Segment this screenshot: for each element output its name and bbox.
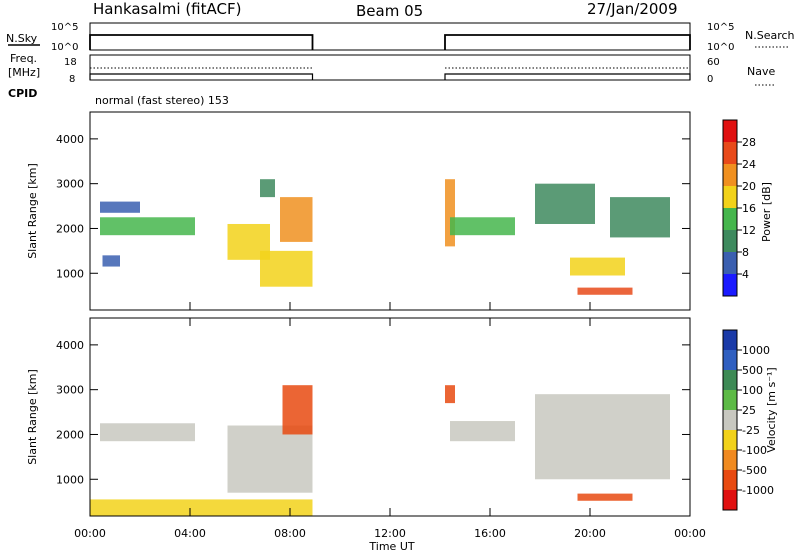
velocity-cbar-tick-0: 1000 (742, 344, 770, 357)
noise-panel: N.Sky 10^5 10^0 10^5 10^0 N.Search (6, 22, 795, 53)
power-cbar-swatch-2 (723, 230, 737, 252)
velocity-cbar-swatch-1 (723, 350, 737, 370)
power-echo-region-8 (450, 217, 515, 236)
power-ytick-3: 4000 (56, 133, 84, 146)
power-cbar-swatch-5 (723, 164, 737, 186)
velocity-cbar-swatch-0 (723, 330, 737, 350)
cpid-label: CPID (8, 87, 37, 100)
noise-right-tick-top: 10^5 (707, 22, 734, 33)
velocity-echo-region-7 (90, 499, 313, 516)
power-echo-region-11 (577, 287, 633, 295)
noise-segment-1 (444, 34, 691, 50)
velocity-echo-region-0 (100, 423, 195, 442)
nave-tick-top: 60 (707, 57, 720, 68)
velocity-cbar-label: Velocity [m s⁻¹] (765, 367, 778, 452)
velocity-cbar-tick-1: 500 (742, 364, 763, 377)
power-echo-region-2 (102, 255, 120, 267)
power-echo-region-7 (445, 179, 455, 247)
velocity-echo-region-3 (445, 385, 455, 404)
power-echo-region-9 (535, 183, 595, 224)
power-echo-region-12 (610, 197, 670, 238)
velocity-echo-region-4 (450, 421, 515, 442)
nave-tick-bottom: 0 (707, 74, 713, 85)
power-cbar-tick-5: 24 (742, 158, 756, 171)
power-ytick-1: 2000 (56, 222, 84, 235)
velocity-cbar-swatch-5 (723, 430, 737, 450)
power-echo-region-0 (100, 217, 195, 236)
cpid-value: normal (fast stereo) 153 (95, 94, 229, 107)
power-ylabel: Slant Range [km] (26, 163, 39, 259)
velocity-cbar-tick-2: 100 (742, 384, 763, 397)
xtick-5: 20:00 (574, 527, 606, 540)
power-cbar-tick-0: 4 (742, 268, 749, 281)
nave-label: Nave (747, 65, 775, 78)
velocity-cbar-tick-7: -1000 (742, 484, 774, 497)
velocity-echo-region-2 (282, 385, 313, 435)
power-panel: 1000 2000 3000 4000 Slant Range [km] 4 8 12 16… (26, 111, 773, 311)
noise-left-label: N.Sky (6, 32, 38, 45)
power-cbar-tick-4: 20 (742, 180, 756, 193)
nave-segment-1 (444, 73, 691, 80)
xaxis-label: Time UT (368, 540, 414, 553)
velocity-ytick-2: 3000 (56, 384, 84, 397)
xtick-0: 00:00 (74, 527, 106, 540)
date-title: 27/Jan/2009 (587, 0, 678, 18)
power-echo-region-4 (260, 250, 313, 287)
power-cbar-tick-1: 8 (742, 246, 749, 259)
power-cbar-swatch-0 (723, 274, 737, 296)
power-cbar-tick-3: 16 (742, 202, 756, 215)
xtick-6: 00:00 (674, 527, 706, 540)
velocity-cbar-tick-3: 25 (742, 404, 756, 417)
velocity-cbar-tick-4: -25 (742, 424, 760, 437)
freq-label-1: Freq. (10, 52, 37, 65)
frequency-panel: Freq. [MHz] 18 8 60 0 Nave (8, 52, 775, 86)
power-ytick-0: 1000 (56, 267, 84, 280)
power-cbar-swatch-3 (723, 208, 737, 230)
xtick-4: 16:00 (474, 527, 506, 540)
beam-title: Beam 05 (356, 2, 423, 20)
noise-left-tick-bottom: 10^0 (51, 42, 78, 53)
velocity-cbar-swatch-4 (723, 410, 737, 430)
xtick-3: 12:00 (374, 527, 406, 540)
velocity-ytick-1: 2000 (56, 428, 84, 441)
power-cbar-tick-6: 28 (742, 136, 756, 149)
velocity-echo-region-6 (577, 493, 633, 501)
power-cbar-label: Power [dB] (760, 182, 773, 242)
xtick-2: 08:00 (274, 527, 306, 540)
velocity-ylabel: Slant Range [km] (26, 369, 39, 465)
noise-left-tick-top: 10^5 (51, 22, 78, 33)
velocity-panel: 1000 2000 3000 4000 Slant Range [km] 1000 50… (26, 302, 778, 553)
power-echo-region-10 (570, 257, 625, 276)
power-cbar-tick-2: 12 (742, 224, 756, 237)
noise-right-label: N.Search (745, 29, 795, 42)
power-echo-region-1 (100, 201, 140, 213)
freq-tick-top: 18 (64, 57, 77, 68)
velocity-cbar-tick-5: -100 (742, 444, 767, 457)
power-echo-region-5 (280, 197, 313, 242)
velocity-cbar-tick-6: -500 (742, 464, 767, 477)
velocity-echo-region-1 (227, 425, 313, 493)
velocity-cbar-swatch-6 (723, 450, 737, 470)
velocity-cbar-swatch-8 (723, 490, 737, 510)
power-ytick-2: 3000 (56, 178, 84, 191)
power-cbar-swatch-6 (723, 142, 737, 164)
noise-segment-0 (89, 34, 314, 50)
power-cbar-swatch-1 (723, 252, 737, 274)
velocity-ytick-0: 1000 (56, 473, 84, 486)
velocity-cbar-swatch-2 (723, 370, 737, 390)
velocity-cbar-swatch-3 (723, 390, 737, 410)
power-echo-region-6 (260, 179, 275, 198)
velocity-cbar-swatch-7 (723, 470, 737, 490)
noise-right-tick-bottom: 10^0 (707, 42, 734, 53)
power-cbar-swatch-7 (723, 120, 737, 142)
freq-tick-bottom: 8 (69, 74, 75, 85)
velocity-echo-region-5 (535, 394, 670, 480)
station-title: Hankasalmi (fitACF) (93, 0, 241, 18)
xtick-1: 04:00 (174, 527, 206, 540)
velocity-ytick-3: 4000 (56, 339, 84, 352)
freq-label-2: [MHz] (8, 66, 40, 79)
nave-segment-0 (89, 73, 314, 80)
power-cbar-swatch-4 (723, 186, 737, 208)
